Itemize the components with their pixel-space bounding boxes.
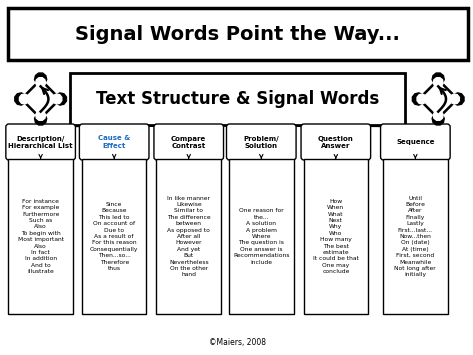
Text: ©Maiers, 2008: ©Maiers, 2008: [209, 338, 266, 347]
FancyBboxPatch shape: [157, 159, 221, 314]
Text: How
When
What
Next
Why
Who
How many
The best
estimate
It could be that
One may
c: How When What Next Why Who How many The …: [313, 199, 359, 274]
Text: Signal Words Point the Way...: Signal Words Point the Way...: [76, 24, 400, 44]
Text: Problem/
Solution: Problem/ Solution: [244, 136, 279, 148]
Text: Question
Answer: Question Answer: [318, 136, 354, 148]
Text: One reason for
the...
A solution
A problem
Where
The question is
One answer is
R: One reason for the... A solution A probl…: [233, 208, 289, 264]
Text: For instance
For example
Furthermore
Such as
Also
To begin with
Most important
A: For instance For example Furthermore Suc…: [18, 199, 64, 274]
Text: Since
Because
This led to
On account of
Due to
As a result of
For this reason
Co: Since Because This led to On account of …: [90, 202, 139, 271]
Text: Text Structure & Signal Words: Text Structure & Signal Words: [96, 90, 379, 108]
Polygon shape: [15, 73, 66, 125]
FancyBboxPatch shape: [82, 159, 147, 314]
FancyBboxPatch shape: [304, 159, 368, 314]
FancyBboxPatch shape: [9, 159, 73, 314]
Text: Cause &
Effect: Cause & Effect: [98, 136, 130, 148]
FancyBboxPatch shape: [229, 159, 294, 314]
Text: Until
Before
After
Finally
Lastly
First...last...
Now...then
On (date)
At (time): Until Before After Finally Lastly First.…: [394, 196, 436, 277]
FancyBboxPatch shape: [154, 124, 224, 160]
Text: In like manner
Likewise
Similar to
The difference
between
As opposed to
After al: In like manner Likewise Similar to The d…: [167, 196, 210, 277]
Polygon shape: [19, 78, 62, 120]
Polygon shape: [417, 78, 459, 120]
Text: Compare
Contrast: Compare Contrast: [171, 136, 206, 148]
FancyBboxPatch shape: [227, 124, 296, 160]
FancyBboxPatch shape: [8, 8, 468, 60]
Polygon shape: [412, 73, 464, 125]
FancyBboxPatch shape: [301, 124, 371, 160]
FancyBboxPatch shape: [6, 124, 75, 160]
FancyBboxPatch shape: [70, 73, 405, 125]
Text: Description/
Hierarchical List: Description/ Hierarchical List: [9, 136, 73, 148]
FancyBboxPatch shape: [381, 124, 450, 160]
FancyBboxPatch shape: [79, 124, 149, 160]
FancyBboxPatch shape: [383, 159, 447, 314]
Text: Sequence: Sequence: [396, 139, 435, 145]
